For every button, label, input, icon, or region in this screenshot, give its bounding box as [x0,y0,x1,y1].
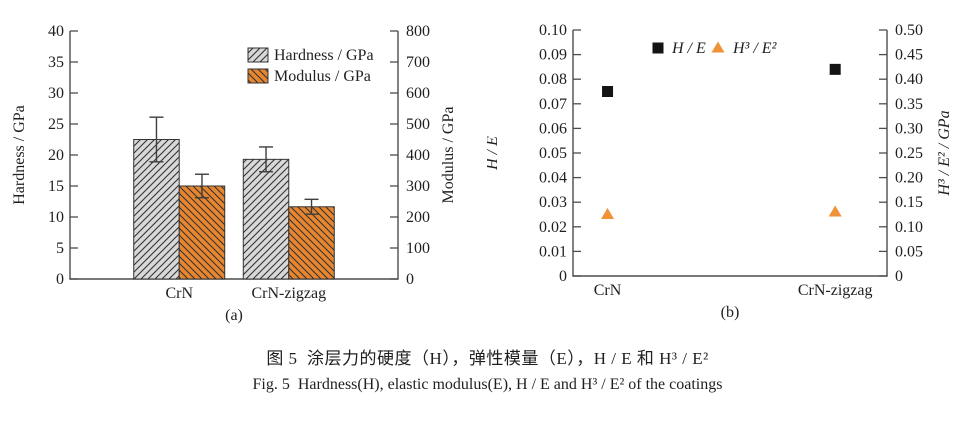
right-tick-label: 0 [406,271,414,288]
legend-label: H³ / E² [732,40,778,57]
bar [288,206,335,280]
right-tick-label: 700 [406,54,430,71]
hardness-modulus-bar-chart: 0510152025303540010020030040050060070080… [11,23,457,324]
left-tick-label: 25 [48,116,64,133]
right-tick-label: 800 [406,23,430,40]
legend-square-marker [652,42,664,54]
right-tick-label: 0.15 [895,194,923,211]
panel-b: 0 0.01 0.02 0.03 0.04 0.05 0.06 0.07 0.08 0.09 0.1… [487,0,975,334]
he-ratio-scatter-chart: 0 0.01 0.02 0.03 0.04 0.05 0.06 0.07 0.08 0.09 0.1… [487,22,953,321]
left-tick-label: 10 [48,209,64,226]
right-tick-label: 100 [406,240,430,257]
figure-captions: 图 5 涂层力的硬度（H），弹性模量（E），H / E 和 H³ / E² Fi… [0,344,975,394]
bar [242,158,290,280]
legend-triangle-marker [711,41,725,53]
right-tick-label: 0 [895,268,903,285]
right-axis-title: Modulus / GPa [440,107,457,204]
left-tick-label: 0.07 [539,96,567,113]
subplot-label: (a) [225,307,243,324]
caption-english: Fig. 5 Hardness(H), elastic modulus(E), … [252,376,723,393]
left-tick-label: 15 [48,178,64,195]
right-tick-label: 0.05 [895,243,923,260]
left-tick-label: 0.09 [539,47,567,64]
left-tick-label: 0.08 [539,71,567,88]
left-tick-label: 0 [559,268,567,285]
left-tick-label: 0.10 [539,22,567,39]
right-tick-label: 0.10 [895,219,923,236]
right-tick-label: 0.50 [895,22,923,39]
right-tick-label: 0.40 [895,71,923,88]
left-tick-label: 35 [48,54,64,71]
left-tick-label: 0 [56,271,64,288]
legend-swatch [247,47,269,63]
bar [178,185,226,280]
right-tick-label: 0.25 [895,145,923,162]
left-axis-title: H / E [487,136,501,171]
caption-chinese: 图 5 涂层力的硬度（H），弹性模量（E），H / E 和 H³ / E² [266,349,709,368]
right-tick-label: 400 [406,147,430,164]
legend-label: Hardness / GPa [274,47,374,64]
right-axis-title: H³ / E² / GPa [936,110,953,196]
subplot-label: (b) [721,304,740,321]
right-tick-label: 600 [406,85,430,102]
left-tick-label: 20 [48,147,64,164]
left-tick-label: 0.01 [539,243,567,260]
right-tick-label: 0.45 [895,47,923,64]
panel-a: 0 5 10 15 20 25 30 35 40 0 100 200 300 400 500 600 700 80… [0,0,487,334]
left-tick-label: 0.02 [539,219,567,236]
category-label: CrN [594,282,622,299]
left-tick-label: 0.05 [539,145,567,162]
left-tick-label: 0.03 [539,194,567,211]
left-tick-label: 5 [56,240,64,257]
category-label: CrN-zigzag [251,285,326,302]
square-marker [602,86,614,97]
left-tick-label: 0.06 [539,120,567,137]
right-tick-label: 300 [406,178,430,195]
legend-label: Modulus / GPa [274,68,371,85]
charts-row: 0 5 10 15 20 25 30 35 40 0 100 200 300 400 500 600 700 80… [0,0,975,334]
left-tick-label: 30 [48,85,64,102]
triangle-marker [601,208,615,219]
right-tick-label: 0.35 [895,96,923,113]
category-label: CrN-zigzag [798,282,873,299]
category-label: CrN [165,285,193,302]
right-tick-label: 200 [406,209,430,226]
legend-swatch [247,68,269,84]
square-marker [829,63,841,75]
right-tick-label: 500 [406,116,430,133]
left-tick-label: 0.04 [539,170,567,187]
legend-label: H / E [671,40,706,57]
triangle-marker [828,205,842,217]
right-tick-label: 0.30 [895,120,923,137]
left-axis-title: Hardness / GPa [11,105,28,205]
left-tick-label: 40 [48,23,64,40]
right-tick-label: 0.20 [895,170,923,187]
